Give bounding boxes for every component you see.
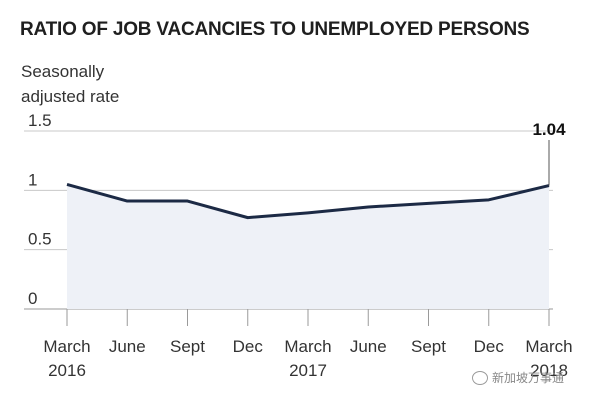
x-tick-label: 2016 — [48, 361, 86, 380]
y-axis-label-line-1: Seasonally — [21, 62, 105, 81]
area-fill — [67, 184, 549, 309]
y-axis-label-line-2: adjusted rate — [21, 87, 120, 106]
wechat-icon — [472, 370, 488, 385]
x-tick-label: Dec — [474, 337, 505, 356]
x-tick-label: March — [43, 337, 90, 356]
watermark-text: 新加坡万事通 — [492, 371, 565, 385]
x-tick-label: March — [284, 337, 331, 356]
x-tick-label: June — [350, 337, 387, 356]
x-tick-label: March — [525, 337, 572, 356]
y-tick-label: 0 — [28, 289, 37, 308]
x-tick-label: 2018 — [530, 361, 568, 380]
x-tick-label: Sept — [170, 337, 205, 356]
y-tick-label: 1.5 — [28, 111, 52, 130]
chart-title: RATIO OF JOB VACANCIES TO UNEMPLOYED PER… — [20, 19, 530, 40]
y-axis-tick-labels: 0 0.5 1 1.5 — [28, 111, 52, 308]
watermark: 新加坡万事通 — [472, 369, 564, 386]
x-tick-label: Dec — [233, 337, 264, 356]
y-tick-label: 1 — [28, 170, 37, 189]
annotation-label: 1.04 — [532, 120, 566, 139]
x-axis-tick-labels: March 2016 June Sept Dec March 2017 June Sept Dec… — [43, 337, 572, 380]
x-tick-label: June — [109, 337, 146, 356]
series-line — [66, 182, 550, 220]
x-tick-label: Sept — [411, 337, 446, 356]
annotations: 1.04 — [532, 120, 566, 186]
y-tick-label: 0.5 — [28, 230, 52, 249]
x-tick-label: 2017 — [289, 361, 327, 380]
x-axis-ticks — [66, 309, 550, 326]
